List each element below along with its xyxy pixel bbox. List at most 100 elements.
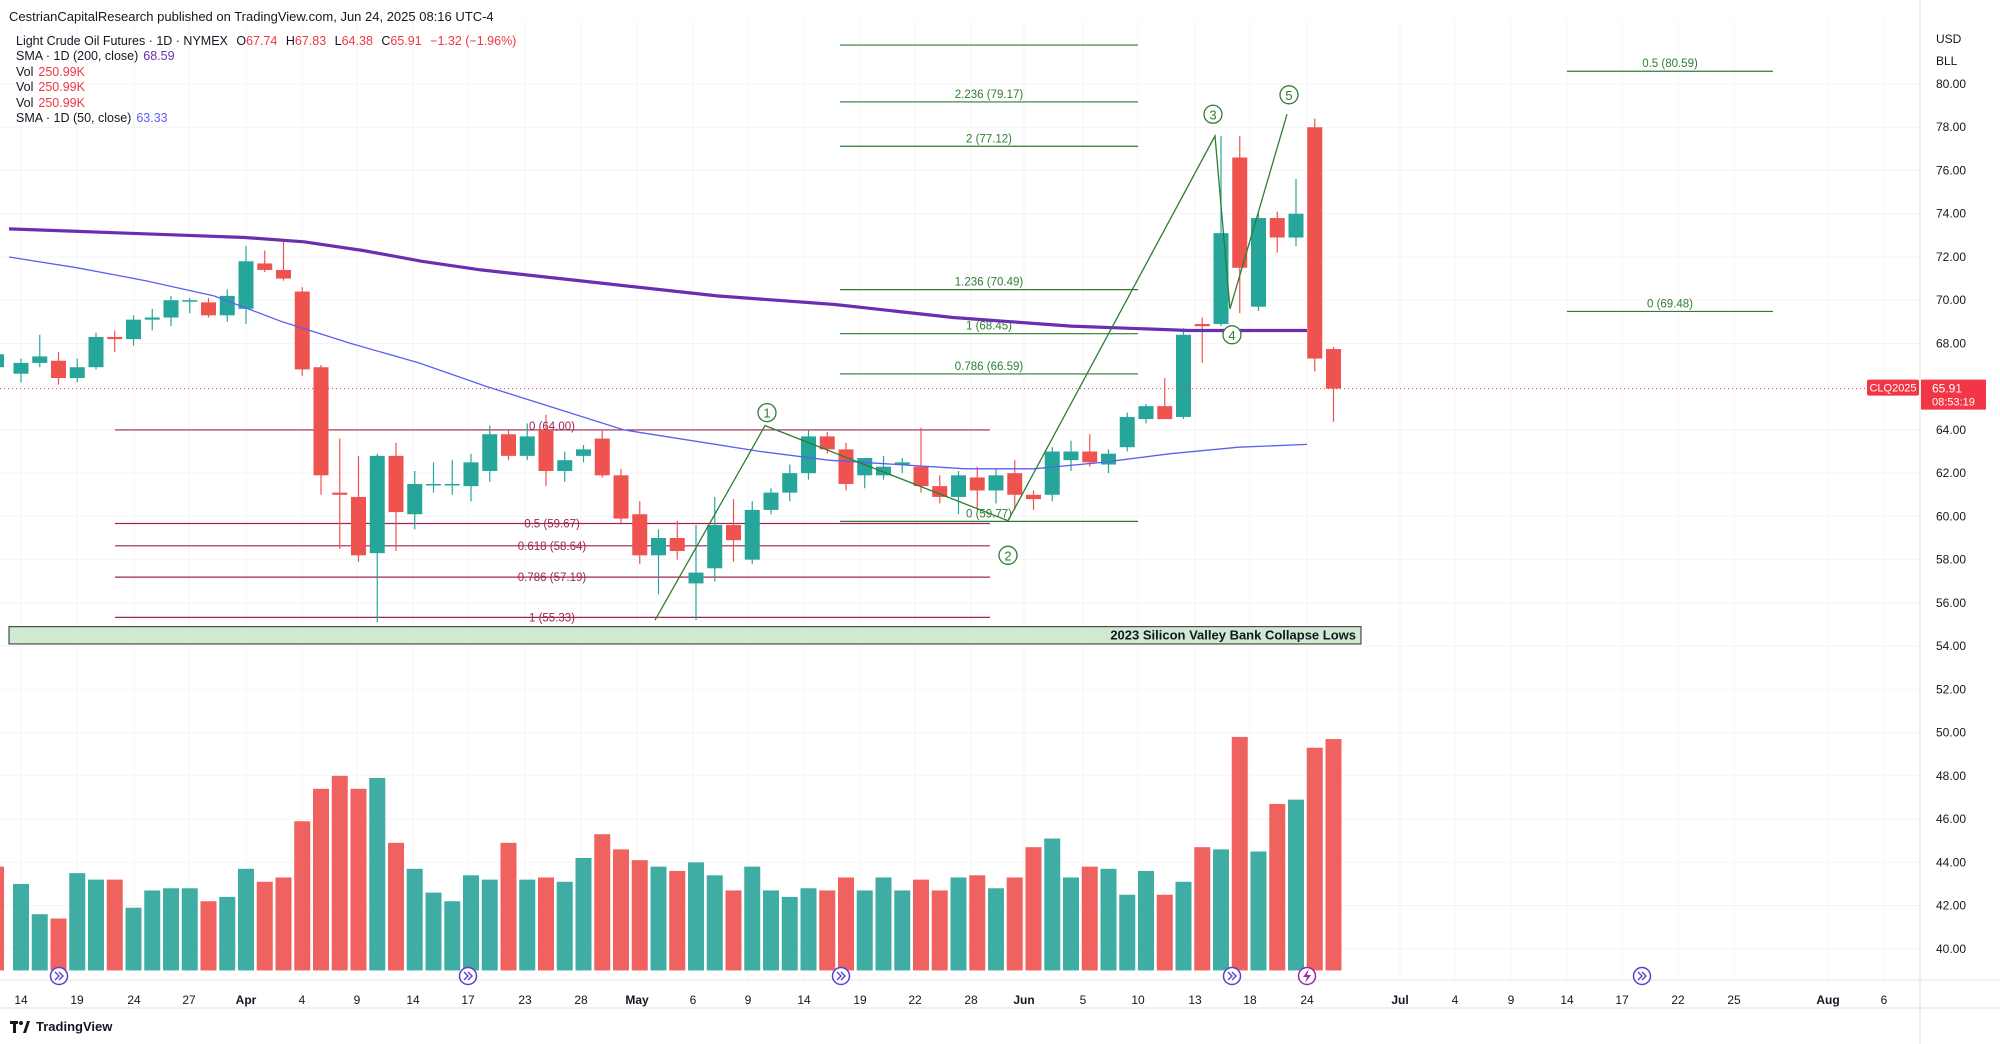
fib-label: 0.786 (57.19)	[518, 572, 587, 584]
fib-label: 0.786 (66.59)	[955, 361, 1024, 373]
svg-text:3: 3	[1209, 107, 1216, 122]
y-tick-label: 62.00	[1936, 466, 1966, 480]
fib-label: 2.236 (79.17)	[955, 89, 1024, 101]
volume-bar	[875, 877, 892, 971]
fib-label: 0.5 (59.67)	[524, 519, 580, 531]
x-tick-label: 24	[127, 993, 141, 1007]
volume-bar	[650, 866, 667, 971]
y-tick-label: 78.00	[1936, 120, 1966, 134]
candle	[1026, 490, 1041, 510]
candle	[1157, 378, 1173, 420]
candle	[1232, 135, 1248, 314]
candle	[51, 352, 66, 385]
y-tick-label: 54.00	[1936, 639, 1966, 653]
x-tick-label: 28	[574, 993, 588, 1007]
volume-bar	[369, 778, 386, 971]
x-tick-label: 22	[908, 993, 922, 1007]
volume-bar	[688, 862, 704, 971]
volume-bar	[256, 881, 273, 971]
legend-high: H67.83	[285, 34, 327, 48]
volume-bar	[894, 890, 911, 971]
fib-label: 0 (59.77)	[966, 508, 1012, 520]
volume-bar	[1250, 851, 1267, 971]
countdown-label: 08:53:19	[1932, 397, 1975, 409]
x-tick-label: 14	[797, 993, 811, 1007]
candle	[707, 496, 723, 582]
candle	[1044, 447, 1060, 502]
volume-bar	[106, 879, 123, 971]
volume-bar	[125, 907, 142, 971]
x-tick-label: 28	[964, 993, 978, 1007]
legend-sma200-value: 68.59	[143, 49, 175, 64]
x-tick-label: 22	[1671, 993, 1685, 1007]
volume-bar	[238, 868, 254, 971]
price-axis[interactable]: USD BLL 40.00 42.00 44.00 46.00 48.00 50.00 52.0…	[1867, 32, 1986, 956]
legend-title: Light Crude Oil Futures · 1D · NYMEX	[16, 34, 228, 48]
volume-bar	[781, 896, 798, 971]
candle	[201, 298, 216, 318]
x-tick-label: 13	[1188, 993, 1202, 1007]
candle	[763, 488, 779, 515]
x-tick-label: 14	[406, 993, 420, 1007]
x-tick-label: 14	[1560, 993, 1574, 1007]
volume-bar	[406, 868, 423, 971]
fib-label: 1.236 (70.49)	[955, 277, 1024, 289]
x-tick-label: Apr	[236, 993, 257, 1007]
volume-bar	[88, 879, 104, 971]
event-fast-forward-icon	[458, 966, 478, 986]
volume-bar	[1100, 868, 1117, 971]
candle	[988, 468, 1004, 504]
volume-bar	[819, 890, 836, 971]
candle	[726, 499, 741, 562]
candle	[388, 442, 404, 551]
candle	[688, 525, 704, 621]
candle	[276, 239, 291, 281]
volume-bar	[1081, 866, 1098, 971]
candle	[144, 308, 160, 331]
volume-bar	[1138, 870, 1154, 971]
legend-sma50-value: 63.33	[136, 111, 168, 126]
x-tick-label: 9	[1508, 993, 1515, 1007]
sma50-line	[8, 256, 1308, 470]
candle	[838, 442, 854, 491]
volume-bar	[669, 870, 686, 971]
candle	[1194, 317, 1210, 363]
candle	[613, 468, 629, 523]
candle	[951, 470, 966, 515]
tradingview-footer[interactable]: TradingView	[10, 1019, 112, 1034]
candle	[801, 429, 816, 480]
candle	[651, 529, 666, 595]
volume-bar	[1156, 894, 1173, 971]
y-tick-label: 68.00	[1936, 336, 1966, 350]
candle	[1251, 213, 1266, 312]
volume-bar	[1006, 877, 1023, 971]
candle	[1176, 328, 1191, 420]
last-price-label: 65.91	[1932, 382, 1962, 396]
y-tick-label: 40.00	[1936, 942, 1966, 956]
candle	[1326, 347, 1341, 422]
candle	[482, 425, 498, 482]
volume-bar	[181, 888, 198, 971]
candle	[32, 334, 48, 368]
candle	[557, 451, 573, 482]
volume-bar	[481, 879, 498, 971]
volume-bar	[725, 890, 742, 971]
x-tick-label: 9	[354, 993, 361, 1007]
legend-sma50-row: SMA · 1D (50, close) 63.33	[16, 111, 168, 126]
y-tick-label: 72.00	[1936, 250, 1966, 264]
time-axis[interactable]: 14 19 24 27 Apr 4 9 14 17 23 28 May 6 9 14 19 22 28 Jun 5 10…	[14, 993, 1887, 1007]
fib-label: 0 (69.48)	[1647, 298, 1693, 310]
candle	[1138, 403, 1154, 424]
x-tick-label: 9	[745, 993, 752, 1007]
fib-label: 0.618 (58.64)	[518, 541, 587, 553]
candle	[519, 423, 535, 461]
sma200-line	[8, 227, 1307, 333]
candle	[407, 470, 423, 530]
candle	[313, 365, 329, 495]
candle	[1119, 412, 1135, 452]
candle	[444, 460, 460, 495]
tradingview-brand: TradingView	[36, 1019, 113, 1034]
volume-bar	[350, 788, 367, 971]
last-price-badge	[1921, 379, 1986, 410]
